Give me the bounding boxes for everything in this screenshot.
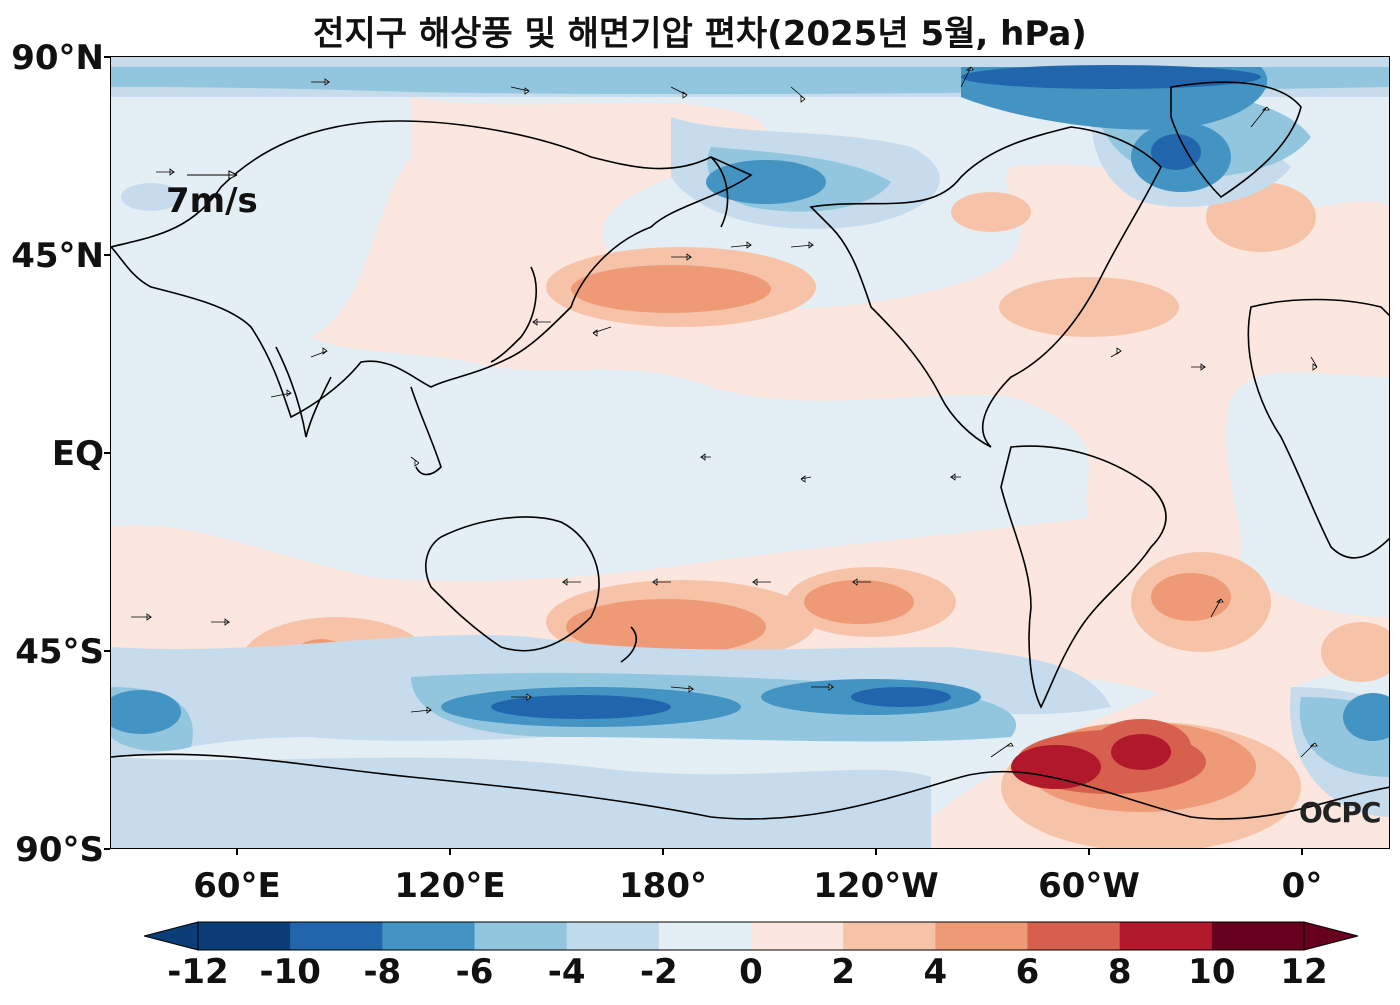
colorbar-segment [751,922,844,950]
lon-label-120w: 120°W [813,866,939,906]
colorbar-tick-label: -4 [547,952,586,992]
colorbar-segments [197,921,1305,951]
colorbar-tick-label: 2 [831,952,855,992]
lon-label-180: 180° [619,866,707,906]
reference-vector-label: 7m/s [166,181,258,221]
colorbar [144,921,1358,951]
lat-label-eq: EQ [51,434,104,474]
ocpc-logo: OCPC [1299,796,1381,829]
lat-label-90n: 90°N [11,38,104,78]
colorbar-tick-label: -2 [639,952,678,992]
lat-tick [104,56,110,58]
lon-tick [236,849,238,855]
lon-label-0: 0° [1281,866,1323,906]
lat-tick [104,254,110,256]
lon-tick [875,849,877,855]
lon-tick [1301,849,1303,855]
colorbar-segment [843,922,936,950]
colorbar-tick-label: -6 [455,952,494,992]
colorbar-tick-label: 4 [923,952,948,992]
colorbar-segment [198,922,291,950]
colorbar-segment [566,922,660,950]
lat-label-45n: 45°N [11,236,104,276]
colorbar-extend-high [1303,921,1358,951]
colorbar-tick-label: 12 [1280,952,1328,992]
colorbar-extend-low [144,921,199,951]
lat-label-90s: 90°S [15,830,104,870]
colorbar-tick-label: -10 [259,952,321,992]
lon-label-60e: 60°E [193,866,281,906]
colorbar-segment [1027,922,1121,950]
colorbar-tick-label: 8 [1107,952,1132,992]
colorbar-tick-label: 10 [1188,952,1236,992]
colorbar-segment [935,922,1028,950]
colorbar-tick-label: 0 [739,952,763,992]
wind-vectors [131,66,1318,758]
colorbar-tick-label: -12 [167,952,229,992]
lon-tick [662,849,664,855]
map-area [110,56,1390,849]
lat-tick [104,650,110,652]
lat-tick [104,452,110,454]
lon-label-120e: 120°E [394,866,506,906]
reference-vector-arrow [187,170,238,180]
lon-label-60w: 60°W [1038,866,1140,906]
lat-label-45s: 45°S [15,632,104,672]
coastlines [111,81,1389,820]
colorbar-segment [1119,922,1213,950]
colorbar-segment [382,922,475,950]
negative-anomaly-max [491,65,1261,719]
colorbar-segment [474,922,568,950]
slp-anomaly-field [111,57,1389,848]
map-title: 전지구 해상풍 및 해면기압 편차(2025년 5월, hPa) [313,14,1087,54]
colorbar-segment [1211,922,1305,950]
lon-tick [449,849,451,855]
colorbar-tick-label: -8 [363,952,402,992]
positive-anomaly-max [1011,734,1171,789]
colorbar-segment [290,922,383,950]
colorbar-segment [658,922,752,950]
colorbar-tick-label: 6 [1015,952,1040,992]
lon-tick [1088,849,1090,855]
lat-tick [104,848,110,850]
